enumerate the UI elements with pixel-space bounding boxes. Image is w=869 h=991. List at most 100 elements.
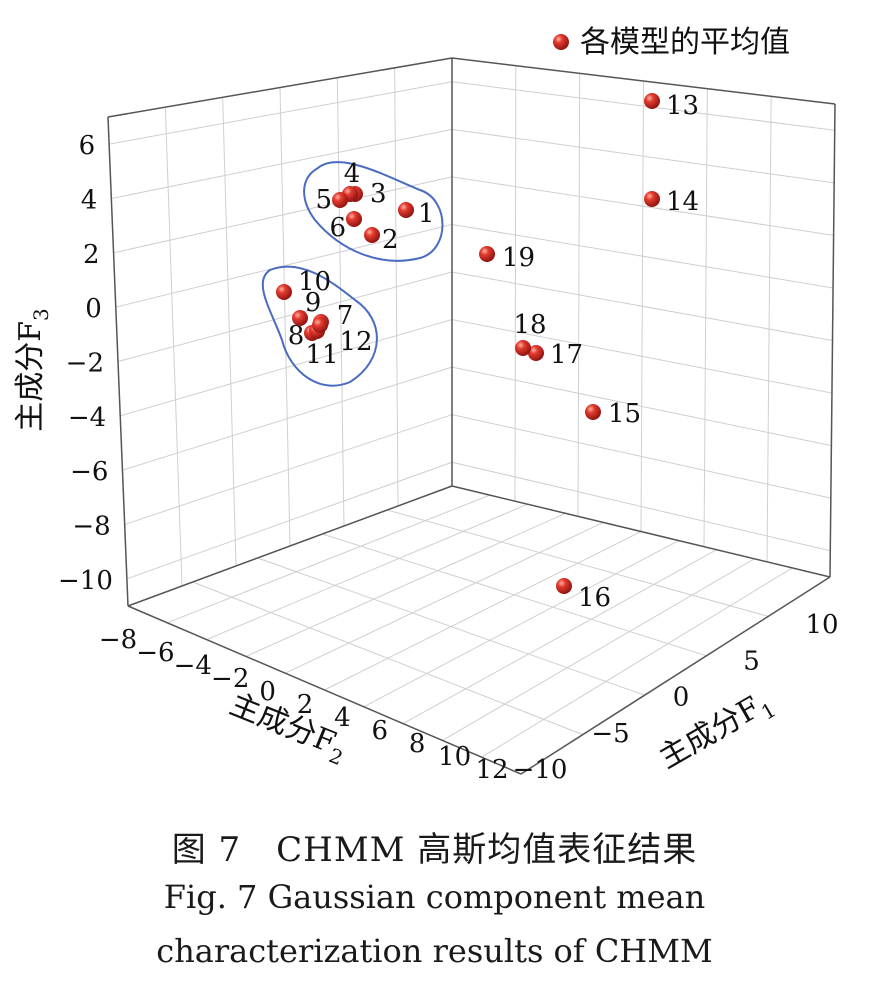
cluster-outline-lower [261,265,378,387]
y-tick-label: 4 [334,703,351,733]
data-label-13: 13 [666,91,699,121]
figure-caption-chinese: 图 7 CHMM 高斯均值表征结果 [171,830,698,870]
frame-edge [127,605,522,775]
grid-line [222,97,237,567]
data-label-10: 10 [298,267,331,297]
data-label-6: 6 [329,213,346,243]
y-tick-label: 2 [297,690,314,720]
frame-edge [520,576,831,775]
data-label-2: 2 [382,225,399,255]
y-tick-label: −2 [211,664,249,694]
grid-line [206,503,528,641]
grid-line [442,558,755,741]
data-point-12 [312,317,328,333]
y-tick-label: 12 [475,755,508,785]
z-axis-label-text: 主成分F3 [13,308,53,432]
z-tick-label: −6 [70,457,108,487]
y-tick-label: 6 [372,716,389,746]
y-tick-label: 10 [438,742,471,772]
y-tick-label: −4 [174,651,212,681]
data-point-9 [292,310,308,326]
data-label-7: 7 [337,301,354,331]
cluster-outlines [261,161,444,387]
grid-line [322,533,707,657]
x-axis-label-subscript: 1 [757,698,780,725]
data-label-4: 4 [344,159,361,189]
z-tick-label: −2 [66,349,104,379]
x-tick-label: −10 [513,755,568,785]
x-tick-label: 0 [673,683,690,713]
data-label-17: 17 [550,340,583,370]
data-point-10 [276,284,292,300]
y-tick-label: 0 [259,677,276,707]
frame-edge [829,103,836,578]
data-point-19 [479,246,495,262]
legend-label: 各模型的平均值 [580,25,790,60]
z-tick-label: 6 [79,131,96,161]
grid-line [766,96,772,562]
data-label-14: 14 [666,187,699,217]
grid-line [324,531,642,691]
z-tick-label: −4 [68,403,106,433]
x-tick-label: 5 [743,646,760,676]
data-point-15 [585,404,601,420]
grid-layer [109,65,835,758]
data-point-18 [515,340,531,356]
grid-line [336,77,345,527]
z-axis-label: 主成分F3 [13,308,53,432]
data-label-12: 12 [339,327,372,357]
x-tick-label: 10 [805,610,838,640]
grid-line [363,540,680,708]
grid-line [514,65,517,502]
data-label-9: 9 [305,288,322,318]
data-label-18: 18 [513,310,546,340]
data-point-16 [556,578,572,594]
grid-line [394,67,399,507]
z-axis-label-subscript: 3 [29,308,53,321]
data-point-14 [644,191,660,207]
grid-line [387,509,769,617]
grid-line [481,567,793,758]
frame-edge [107,57,453,118]
y-tick-label: 8 [409,729,426,759]
grid-line [167,494,490,624]
grid-line [164,107,183,587]
y-tick-label: −8 [99,625,137,655]
frame-edge [127,485,453,607]
grid-line [257,557,645,696]
frame-edge [451,57,836,105]
legend-marker [553,34,569,50]
data-label-19: 19 [502,243,535,273]
data-point-13 [644,93,660,109]
data-label-15: 15 [608,399,641,429]
data-label-1: 1 [418,199,435,229]
y-axis-label: 主成分F2 [223,687,353,770]
data-label-8: 8 [288,321,305,351]
legend: 各模型的平均值 [553,25,790,60]
x-tick-label: −5 [591,719,629,749]
data-label-16: 16 [578,583,611,613]
grid-line [192,581,583,736]
axes-frame [107,57,836,775]
grid-line [402,549,717,725]
grid-line [279,87,291,547]
y-axis-label-subscript: 2 [326,743,347,770]
grid-line [284,521,604,674]
grid-line [577,73,581,517]
grid-line [703,88,708,547]
z-tick-label: 0 [85,294,102,324]
grid-line [640,80,644,532]
data-point-5 [332,192,348,208]
data-point-2 [364,227,380,243]
z-tick-label: 2 [83,240,100,270]
y-axis-label-text: 主成分F2 [223,687,353,770]
z-tick-label: −10 [58,566,113,596]
figure-caption-english-line2: characterization results of CHMM [156,932,713,970]
grid-line [245,512,566,657]
z-tick-label: 4 [81,186,98,216]
data-point-17 [528,345,544,361]
